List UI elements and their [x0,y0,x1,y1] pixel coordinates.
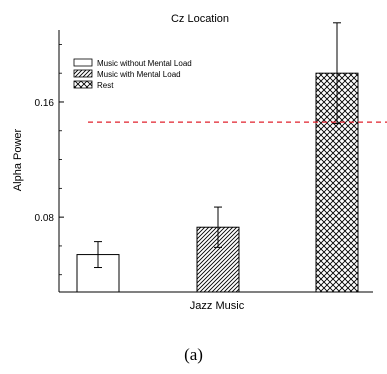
legend-label: Music without Mental Load [97,59,192,68]
y-tick-label: 0.08 [35,213,55,224]
x-axis-label: Jazz Music [190,300,245,312]
y-tick-label: 0.16 [35,98,55,109]
chart-title: Cz Location [171,13,229,25]
figure-caption: (a) [184,345,203,364]
legend-label: Rest [97,81,114,90]
legend-swatch [73,58,93,67]
legend-label: Music with Mental Load [97,70,181,79]
legend-swatch [73,80,93,89]
legend-swatch [73,69,93,78]
y-axis-label: Alpha Power [12,128,24,191]
